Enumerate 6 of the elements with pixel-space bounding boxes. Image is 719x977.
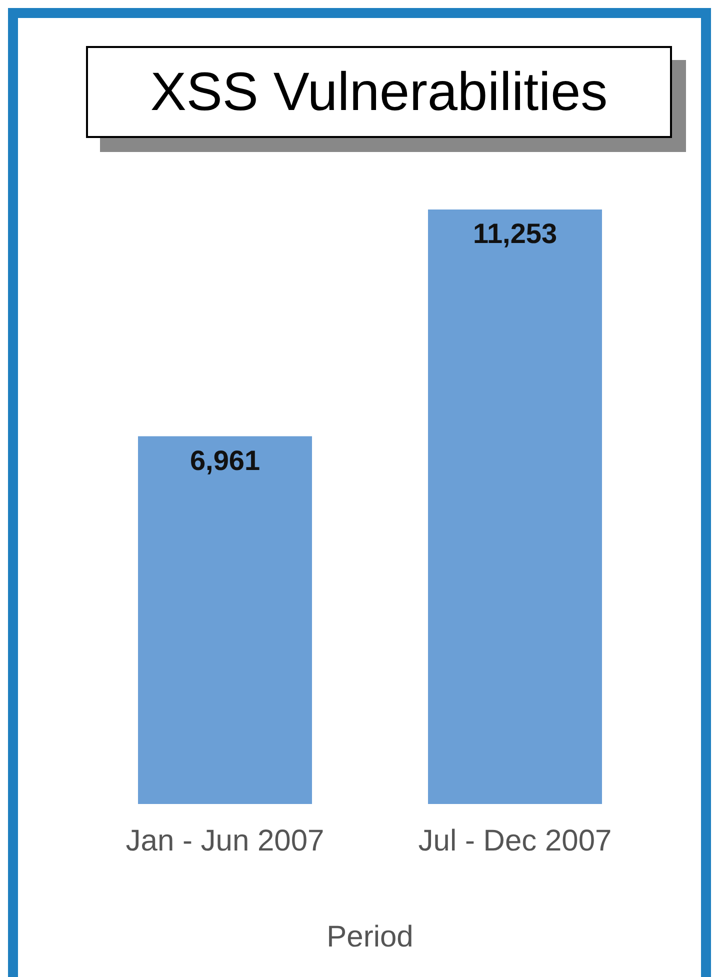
x-tick-label: Jul - Dec 2007	[418, 824, 612, 858]
x-tick-label: Jan - Jun 2007	[126, 824, 324, 858]
data-label: 11,253	[472, 218, 558, 250]
data-label: 6,961	[190, 444, 260, 476]
x-axis-title: Period	[326, 920, 414, 954]
chart-title: XSS Vulnerabilities	[86, 46, 672, 138]
